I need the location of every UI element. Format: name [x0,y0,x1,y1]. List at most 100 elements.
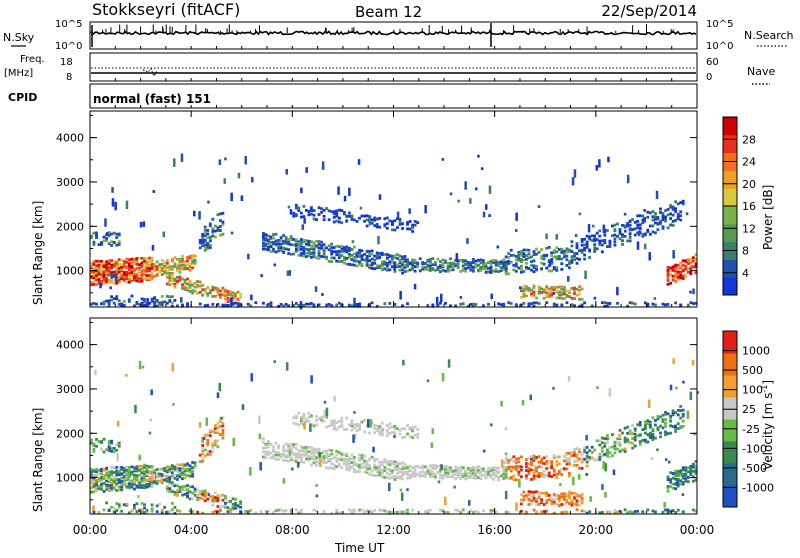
heatmap-cell [421,464,425,468]
heatmap-cell [385,261,389,265]
heatmap-cell [598,443,602,447]
heatmap-cell [383,262,387,266]
heatmap-cell [573,454,576,457]
heatmap-cell [520,295,523,299]
heatmap-cell [674,207,678,211]
heatmap-cell [393,464,397,467]
heatmap-cell [693,432,696,436]
heatmap-cell [454,264,458,268]
heatmap-cell [499,266,503,269]
heatmap-cell [125,257,129,261]
heatmap-cell [654,215,657,219]
heatmap-cell [393,270,397,273]
heatmap-cell [487,261,490,264]
heatmap-cell [170,271,174,275]
heatmap-cell [133,477,136,481]
heatmap-cell [294,460,298,463]
heatmap-cell [125,274,129,278]
heatmap-cell [203,304,207,307]
heatmap-cell [416,265,420,269]
heatmap-cell [607,156,610,163]
heatmap-cell [623,438,627,441]
heatmap-cell [530,455,533,458]
heatmap-cell [262,236,265,239]
heatmap-cell [504,475,508,479]
heatmap-cell [580,501,584,505]
heatmap-cell [279,508,283,512]
heatmap-cell [305,445,308,449]
heatmap-cell [666,271,670,274]
heatmap-cell [373,427,377,430]
heatmap-cell [441,476,445,480]
heatmap-cell [530,457,533,461]
heatmap-cell [545,494,549,498]
heatmap-cell [148,484,152,488]
heatmap-cell [285,362,289,371]
colorbar-segment [723,397,737,420]
heatmap-cell [686,476,690,479]
heatmap-cell [315,484,318,487]
heatmap-cell [499,262,503,265]
heatmap-cell [138,468,141,472]
heatmap-cell [138,303,141,306]
heatmap-cell [469,468,473,472]
heatmap-cell [302,246,306,250]
heatmap-cell [517,256,521,260]
heatmap-cell [461,258,465,262]
heatmap-cell [565,462,569,466]
heatmap-cell [122,482,126,486]
heatmap-cell [532,490,536,494]
heatmap-cell [193,258,197,262]
heatmap-cell [317,240,321,243]
heatmap-cell [664,422,667,425]
heatmap-cell [674,301,678,305]
heatmap-cell [618,232,622,236]
heatmap-cell [107,489,111,492]
heatmap-cell [325,452,329,456]
heatmap-cell [170,508,174,512]
heatmap-cell [114,272,118,282]
heatmap-cell [618,450,622,453]
heatmap-cell [340,425,344,428]
heatmap-cell [102,261,106,265]
heatmap-cell [527,256,531,260]
heatmap-cell [555,463,559,467]
heatmap-cell [312,508,316,512]
heatmap-cell [676,212,680,216]
heatmap-cell [148,273,152,277]
heatmap-cell [388,468,392,471]
heatmap-cell [459,465,463,469]
heatmap-cell [580,452,584,456]
heatmap-cell [264,247,268,251]
heatmap-cell [388,426,392,430]
heatmap-cell [191,254,195,258]
heatmap-cell [358,251,361,255]
heatmap-cell [153,267,157,270]
heatmap-cell [320,255,324,258]
heatmap-cell [457,199,460,203]
heatmap-cell [570,240,574,244]
heatmap-cell [477,468,480,472]
heatmap-cell [674,474,678,478]
heatmap-cell [206,441,210,445]
heatmap-cell [431,267,435,270]
heatmap-cell [424,205,427,214]
heatmap-cell [689,473,693,476]
heatmap-cell [320,207,324,211]
heatmap-cell [391,476,394,479]
heatmap-cell [353,460,356,463]
heatmap-cell [542,290,546,294]
heatmap-cell [90,473,93,477]
heatmap-cell [567,276,570,282]
heatmap-cell [684,275,688,278]
heatmap-cell [520,468,523,472]
heatmap-cell [193,260,197,264]
heatmap-cell [287,237,291,241]
heatmap-cell [300,187,303,194]
heatmap-cell [150,271,154,275]
heatmap-cell [145,274,149,277]
heatmap-cell [138,277,141,280]
heatmap-cell [411,226,415,229]
heatmap-cell [636,241,640,250]
heatmap-cell [368,472,372,476]
